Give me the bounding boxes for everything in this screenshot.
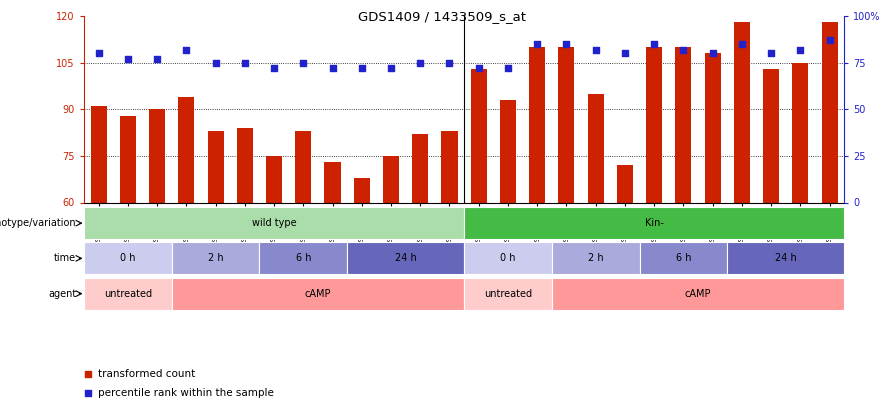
Bar bbox=[530, 47, 545, 202]
Text: wild type: wild type bbox=[252, 218, 296, 228]
Point bbox=[676, 47, 690, 53]
Bar bbox=[208, 131, 224, 202]
Text: 6 h: 6 h bbox=[675, 254, 691, 263]
Point bbox=[238, 60, 252, 66]
Bar bbox=[171, 278, 464, 309]
Bar bbox=[470, 69, 487, 202]
Text: Kin-: Kin- bbox=[644, 218, 664, 228]
Point bbox=[384, 65, 398, 72]
Point bbox=[267, 65, 281, 72]
Point bbox=[80, 390, 95, 396]
Bar bbox=[237, 128, 253, 202]
Text: untreated: untreated bbox=[103, 289, 152, 298]
Bar bbox=[588, 94, 604, 202]
Bar bbox=[464, 278, 552, 309]
Point bbox=[560, 41, 574, 47]
Text: 0 h: 0 h bbox=[500, 254, 515, 263]
Text: 24 h: 24 h bbox=[775, 254, 796, 263]
Text: 2 h: 2 h bbox=[208, 254, 224, 263]
Bar bbox=[734, 22, 750, 202]
Bar bbox=[84, 207, 464, 239]
Bar bbox=[464, 207, 844, 239]
Text: 0 h: 0 h bbox=[120, 254, 135, 263]
Bar bbox=[441, 131, 458, 202]
Bar bbox=[705, 53, 720, 202]
Point bbox=[150, 56, 164, 62]
Bar bbox=[324, 162, 340, 202]
Text: percentile rank within the sample: percentile rank within the sample bbox=[97, 388, 273, 399]
Bar bbox=[639, 243, 728, 274]
Point bbox=[793, 47, 807, 53]
Bar bbox=[347, 243, 464, 274]
Bar bbox=[464, 243, 552, 274]
Point bbox=[472, 65, 486, 72]
Bar bbox=[171, 243, 259, 274]
Point bbox=[589, 47, 603, 53]
Text: genotype/variation: genotype/variation bbox=[0, 218, 76, 228]
Bar bbox=[552, 278, 844, 309]
Bar bbox=[179, 97, 194, 202]
Text: 24 h: 24 h bbox=[395, 254, 416, 263]
Bar bbox=[646, 47, 662, 202]
Bar bbox=[500, 100, 516, 202]
Point bbox=[618, 50, 632, 57]
Bar bbox=[295, 131, 311, 202]
Point bbox=[179, 47, 194, 53]
Bar bbox=[412, 134, 428, 202]
Text: cAMP: cAMP bbox=[685, 289, 712, 298]
Text: transformed count: transformed count bbox=[97, 369, 194, 379]
Point bbox=[325, 65, 339, 72]
Bar bbox=[354, 178, 370, 202]
Point bbox=[92, 50, 106, 57]
Bar bbox=[259, 243, 347, 274]
Point bbox=[413, 60, 427, 66]
Bar bbox=[617, 165, 633, 202]
Point bbox=[764, 50, 778, 57]
Point bbox=[647, 41, 661, 47]
Bar bbox=[84, 243, 171, 274]
Bar bbox=[90, 106, 107, 202]
Point bbox=[354, 65, 369, 72]
Bar bbox=[559, 47, 575, 202]
Point bbox=[822, 37, 836, 44]
Point bbox=[121, 56, 135, 62]
Bar bbox=[821, 22, 838, 202]
Point bbox=[530, 41, 545, 47]
Bar bbox=[383, 156, 399, 202]
Point bbox=[705, 50, 720, 57]
Bar bbox=[763, 69, 779, 202]
Text: 6 h: 6 h bbox=[295, 254, 311, 263]
Text: 2 h: 2 h bbox=[588, 254, 604, 263]
Bar bbox=[675, 47, 691, 202]
Point bbox=[296, 60, 310, 66]
Bar bbox=[728, 243, 844, 274]
Bar bbox=[792, 63, 808, 202]
Text: cAMP: cAMP bbox=[305, 289, 332, 298]
Text: GDS1409 / 1433509_s_at: GDS1409 / 1433509_s_at bbox=[358, 10, 526, 23]
Text: time: time bbox=[54, 254, 76, 263]
Bar bbox=[84, 278, 171, 309]
Bar bbox=[552, 243, 639, 274]
Text: agent: agent bbox=[48, 289, 76, 298]
Text: untreated: untreated bbox=[484, 289, 532, 298]
Point bbox=[501, 65, 515, 72]
Point bbox=[80, 371, 95, 377]
Point bbox=[209, 60, 223, 66]
Bar bbox=[120, 115, 136, 202]
Bar bbox=[149, 109, 165, 202]
Point bbox=[735, 41, 749, 47]
Bar bbox=[266, 156, 282, 202]
Point bbox=[442, 60, 456, 66]
